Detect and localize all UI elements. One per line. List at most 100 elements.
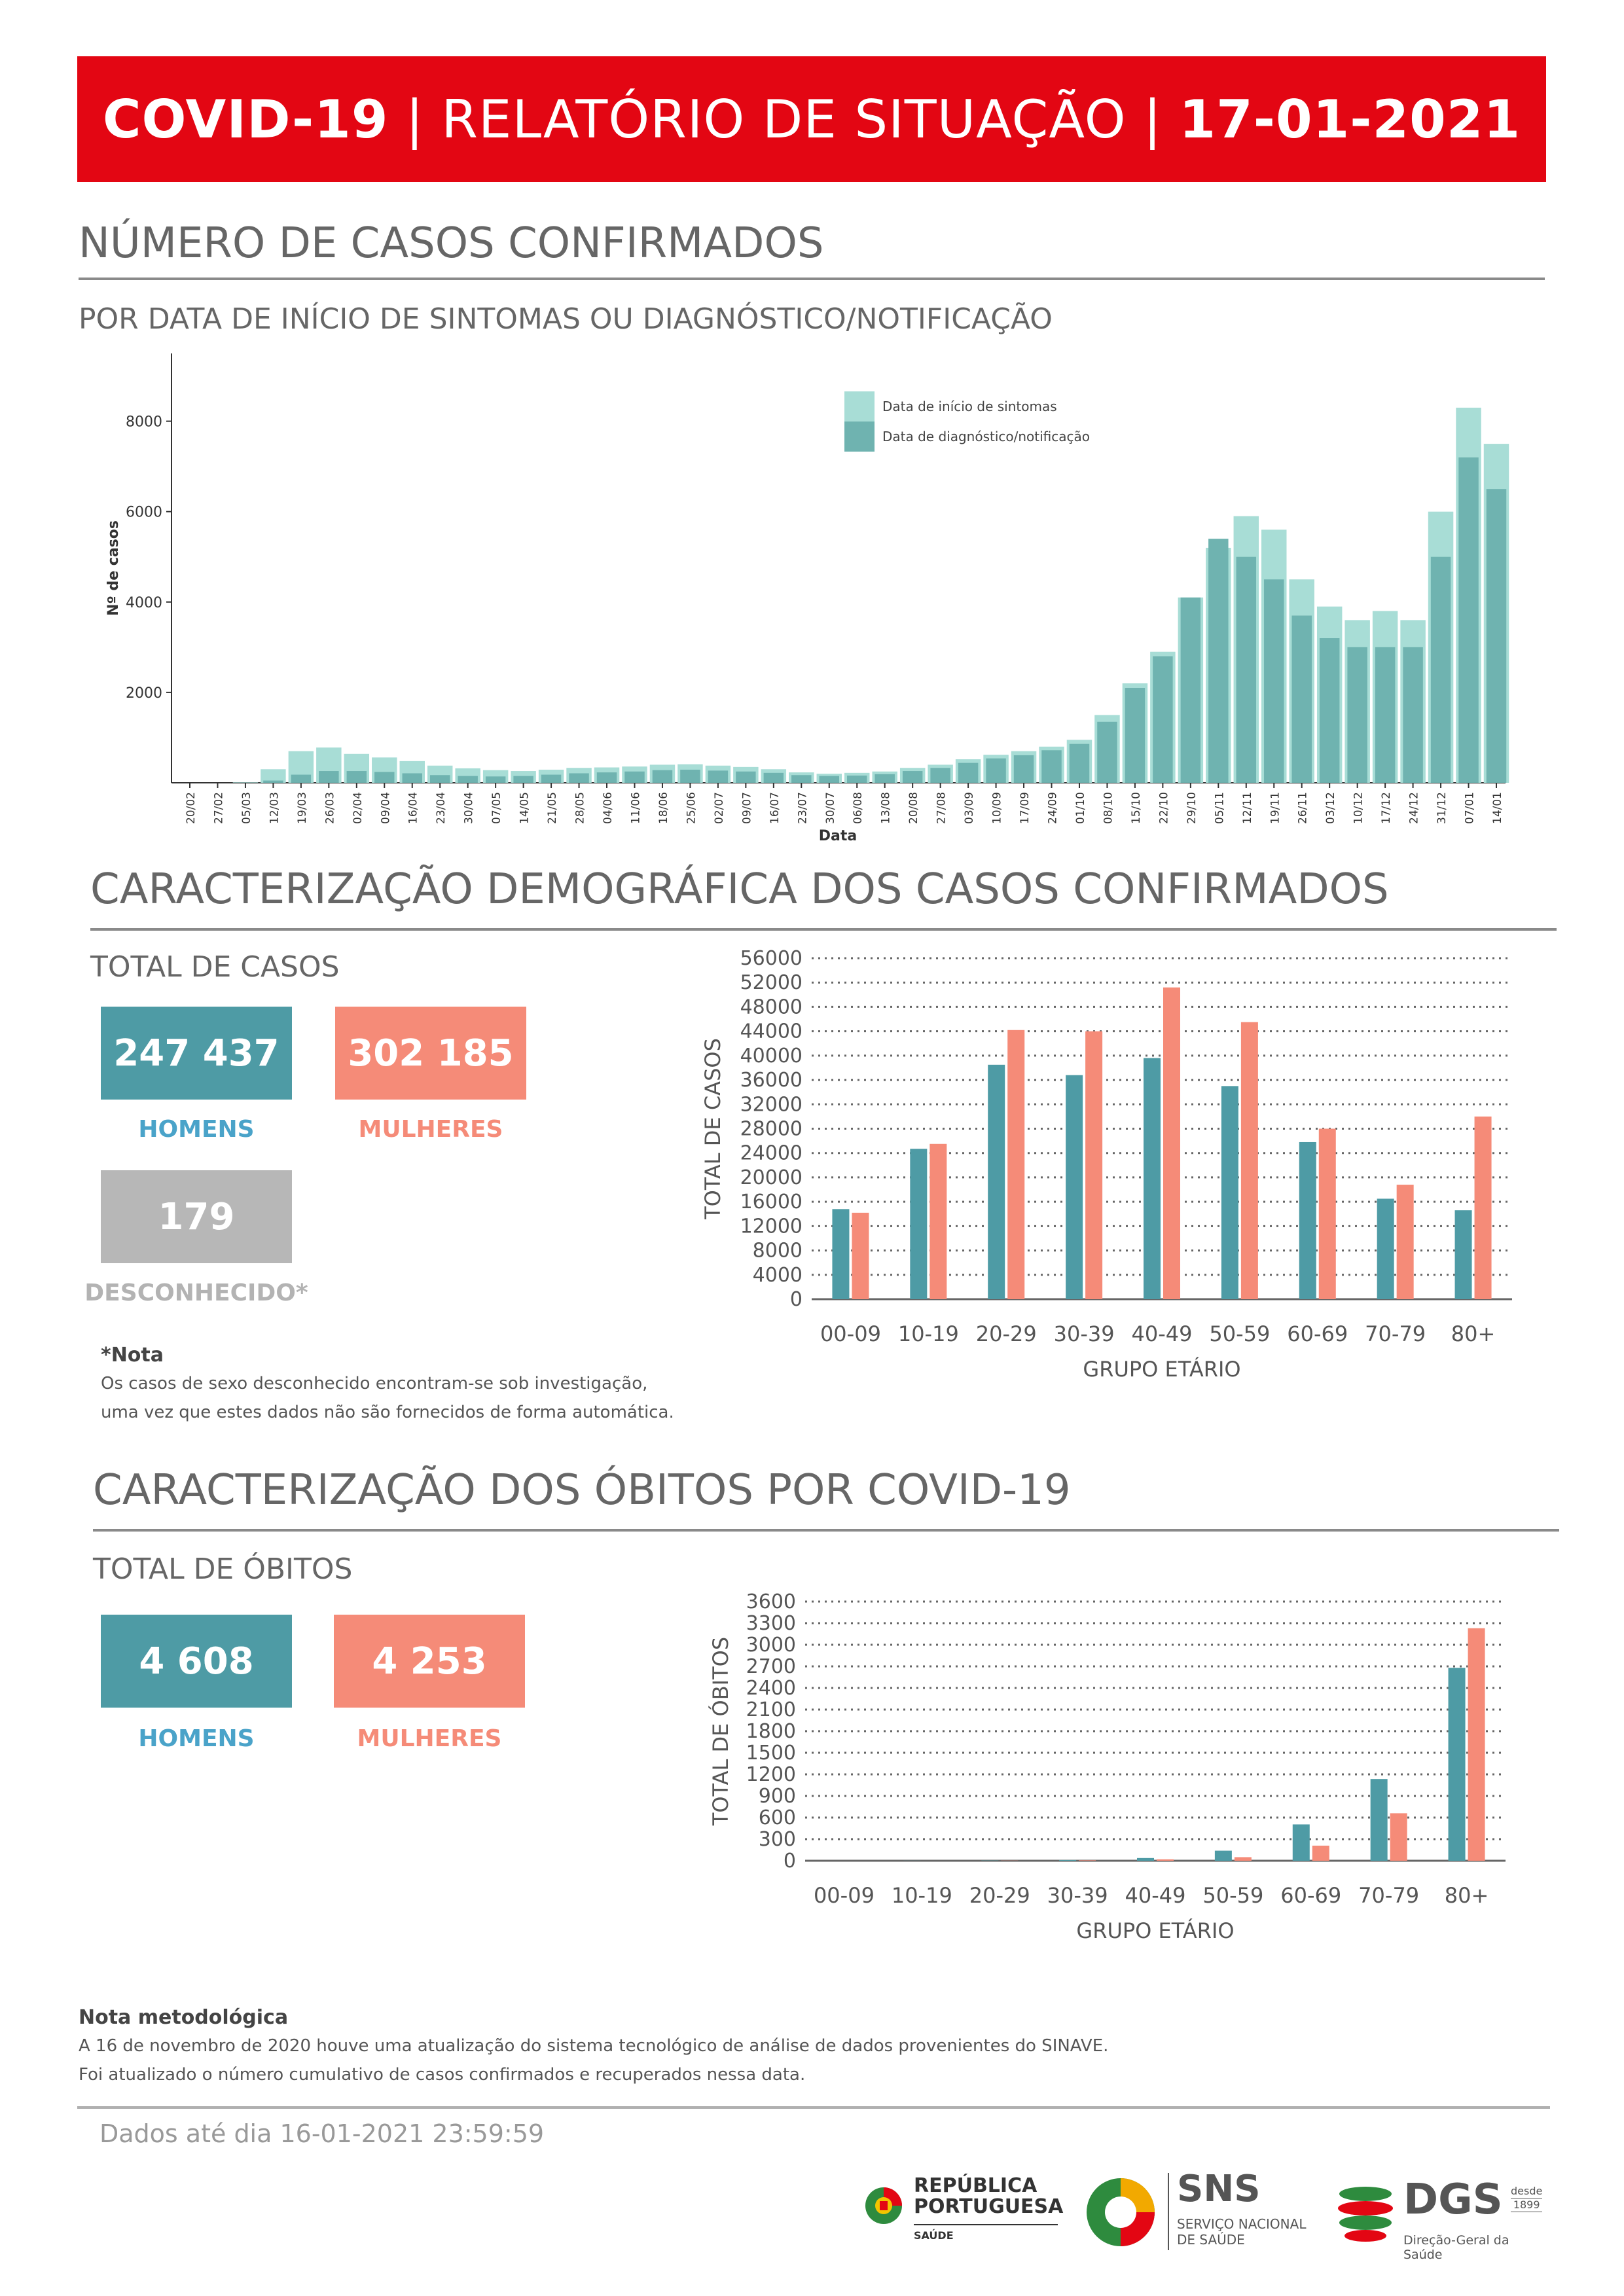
deaths-by-age-x-tick-label: 80+ <box>1445 1883 1489 1908</box>
cases-by-age-x-tick-label: 70-79 <box>1365 1321 1426 1346</box>
epi-onset-bar <box>261 769 286 783</box>
cases-by-age-y-tick-label: 12000 <box>740 1215 803 1238</box>
deaths-by-age-bar-men <box>1059 1859 1077 1861</box>
women-cases-label: MULHERES <box>358 1116 503 1143</box>
epi-notification-bar <box>1291 615 1312 783</box>
epi-x-tick-label: 03/12 <box>1324 792 1337 824</box>
header-sep1: | <box>388 88 442 150</box>
epi-notification-bar <box>1430 556 1451 783</box>
epi-x-tick-label: 01/10 <box>1074 792 1087 824</box>
epi-notification-bar <box>680 769 700 783</box>
deaths-by-age-y-tick-label: 0 <box>784 1850 796 1873</box>
cases-by-age-x-label: GRUPO ETÁRIO <box>1083 1357 1240 1382</box>
epi-notification-bar <box>346 771 367 783</box>
note-text: Os casos de sexo desconhecido encontram-… <box>101 1369 674 1427</box>
cases-by-age-bar-men <box>1377 1198 1394 1299</box>
portugal-shield-icon <box>865 2187 902 2224</box>
cases-by-age-x-tick-label: 50-59 <box>1209 1321 1270 1346</box>
logo-dgs-sub: Direção-Geral da Saúde <box>1403 2233 1509 2262</box>
methodology-heading: Nota metodológica <box>79 2006 289 2029</box>
men-deaths-value: 4 608 <box>139 1640 254 1683</box>
demo-section-rule <box>90 928 1557 931</box>
epi-notification-bar <box>819 776 839 783</box>
unknown-cases-value: 179 <box>158 1195 235 1238</box>
cases-by-age-y-tick-label: 32000 <box>740 1093 803 1116</box>
demo-section-title: CARACTERIZAÇÃO DEMOGRÁFICA DOS CASOS CON… <box>90 865 1389 914</box>
epi-x-tick-label: 08/10 <box>1102 792 1115 824</box>
dgs-logo: DGS desde 1899 Direção-Geral da Saúde <box>1335 2172 1551 2262</box>
epi-legend-notification-label: Data de diagnóstico/notificação <box>882 429 1090 444</box>
epi-x-tick-label: 29/10 <box>1185 792 1199 824</box>
cases-by-age-bar-men <box>1454 1210 1472 1299</box>
cases-section-subtitle: POR DATA DE INÍCIO DE SINTOMAS OU DIAGNÓ… <box>79 302 1053 336</box>
epi-notification-bar <box>902 771 923 783</box>
logo-dgs-since2: 1899 <box>1511 2198 1543 2212</box>
cases-by-age-x-tick-label: 40-49 <box>1132 1321 1193 1346</box>
cases-by-age-y-tick-label: 44000 <box>740 1020 803 1043</box>
deaths-by-age-bar-women <box>1157 1859 1174 1861</box>
epi-y-label: Nº de casos <box>105 520 122 616</box>
epi-x-tick-label: 30/04 <box>463 792 476 824</box>
dgs-emblem-icon <box>1338 2187 1393 2242</box>
epi-notification-bar <box>541 774 562 783</box>
epi-x-tick-label: 27/08 <box>935 792 948 824</box>
epi-y-tick-label: 6000 <box>126 505 162 521</box>
epi-x-tick-label: 15/10 <box>1130 792 1143 824</box>
epi-x-tick-label: 28/05 <box>574 792 587 824</box>
epi-x-label: Data <box>819 828 857 844</box>
epi-x-tick-label: 12/03 <box>268 792 281 824</box>
deaths-section-title: CARACTERIZAÇÃO DOS ÓBITOS POR COVID-19 <box>93 1466 1071 1515</box>
cases-by-age-y-tick-label: 4000 <box>753 1264 803 1287</box>
cases-by-age-bar-women <box>1474 1116 1492 1299</box>
women-cases-box: 302 185 <box>335 1007 526 1100</box>
data-until: Dados até dia 16-01-2021 23:59:59 <box>99 2119 545 2148</box>
epi-notification-bar <box>986 758 1006 783</box>
deaths-by-age-bar-women <box>1468 1628 1485 1861</box>
men-cases-label: HOMENS <box>138 1116 255 1143</box>
deaths-by-age-bar-men <box>1370 1779 1388 1861</box>
epi-notification-bar <box>569 773 589 783</box>
cases-section-title: NÚMERO DE CASOS CONFIRMADOS <box>79 219 824 268</box>
epi-x-tick-label: 22/10 <box>1157 792 1170 824</box>
epi-legend-onset-swatch <box>844 391 875 422</box>
men-cases-box: 247 437 <box>101 1007 292 1100</box>
cases-by-age-bar-men <box>910 1149 928 1299</box>
epi-notification-bar <box>513 776 533 783</box>
cases-by-age-bar-women <box>1163 987 1180 1299</box>
epi-x-tick-label: 27/02 <box>212 792 225 824</box>
deaths-by-age-y-tick-label: 1500 <box>746 1742 796 1765</box>
epi-notification-bar <box>1153 656 1173 783</box>
cases-by-age-x-tick-label: 00-09 <box>820 1321 881 1346</box>
deaths-by-age-y-label: TOTAL DE ÓBITOS <box>708 1637 733 1826</box>
deaths-by-age-x-tick-label: 30-39 <box>1047 1883 1108 1908</box>
epi-notification-bar <box>485 776 506 783</box>
header-report-title: RELATÓRIO DE SITUAÇÃO <box>441 88 1127 150</box>
epi-notification-bar <box>291 774 312 783</box>
epi-notification-bar <box>1125 687 1146 783</box>
methodology-text: A 16 de novembro de 2020 houve uma atual… <box>79 2032 1108 2089</box>
epi-x-tick-label: 16/07 <box>768 792 782 824</box>
deaths-by-age-bar-men <box>1292 1824 1310 1861</box>
deaths-by-age-x-tick-label: 50-59 <box>1202 1883 1263 1908</box>
cases-by-age-bar-women <box>1007 1030 1025 1299</box>
epi-legend-notification-swatch <box>844 422 875 452</box>
epi-notification-bar <box>624 771 645 783</box>
epi-y-tick-label: 2000 <box>126 685 162 702</box>
epi-notification-bar <box>1319 638 1340 783</box>
cases-by-age-x-tick-label: 10-19 <box>898 1321 959 1346</box>
logo-rp-line2: PORTUGUESA <box>914 2195 1064 2218</box>
epi-notification-bar <box>596 772 617 783</box>
epi-notification-bar <box>958 762 979 783</box>
cases-by-age-x-tick-label: 20-29 <box>976 1321 1037 1346</box>
women-deaths-box: 4 253 <box>334 1615 525 1708</box>
epi-x-tick-label: 14/05 <box>518 792 532 824</box>
unknown-cases-box: 179 <box>101 1170 292 1263</box>
cases-by-age-y-tick-label: 0 <box>790 1288 803 1311</box>
epi-x-tick-label: 21/05 <box>546 792 559 824</box>
deaths-by-age-y-tick-label: 2100 <box>746 1698 796 1721</box>
epi-x-tick-label: 19/03 <box>296 792 309 824</box>
women-cases-value: 302 185 <box>348 1031 514 1075</box>
cases-by-age-y-tick-label: 40000 <box>740 1045 803 1067</box>
epi-notification-bar <box>791 775 812 783</box>
deaths-by-age-bar-women <box>1312 1845 1329 1861</box>
